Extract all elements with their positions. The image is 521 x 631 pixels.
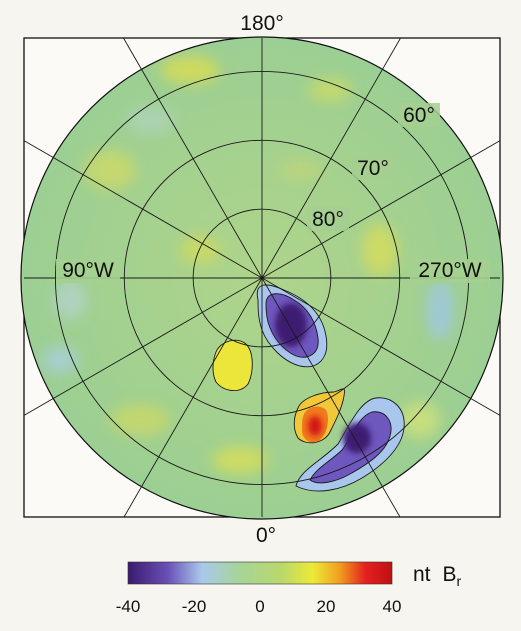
meridian-210: [123, 37, 263, 279]
colorbar-unit-subscript: r: [457, 573, 462, 589]
lon-label-right-bg: [410, 259, 490, 283]
meridian-240: [23, 140, 263, 279]
colorbar-tick-1: -20: [182, 597, 207, 616]
lat-label-60: 60°: [403, 104, 435, 127]
colorbar-tick-3: 20: [317, 597, 336, 616]
colorbar-tick-4: 40: [383, 597, 402, 616]
meridian-330: [123, 277, 263, 518]
meridian-30: [261, 277, 401, 518]
meridian-150: [261, 37, 401, 279]
colorbar-tick-0: -40: [116, 597, 141, 616]
meridian-60: [261, 277, 501, 416]
lat-label-80: 80°: [312, 208, 344, 231]
lon-label-left: 90°W: [62, 259, 114, 282]
field-texture: [42, 56, 454, 474]
graticule: [23, 37, 501, 518]
lat-labels: 60° 70° 80°: [307, 103, 440, 231]
meridian-300: [23, 277, 263, 416]
colorbar-ticks: -40 -20 0 20 40: [116, 597, 402, 616]
lat-label-70: 70°: [357, 157, 389, 180]
lon-label-right: 270°W: [418, 259, 481, 282]
colorbar-gradient: [127, 561, 393, 585]
colorbar-tick-2: 0: [255, 597, 264, 616]
anomaly-shapes: [212, 284, 405, 492]
colorbar-unit-symbol: B: [443, 563, 457, 586]
lon-label-top: 180°: [240, 12, 283, 35]
meridian-120: [261, 140, 501, 279]
lon-label-left-bg: [56, 259, 120, 283]
map-outer-circle: [20, 36, 504, 520]
colorbar: -40 -20 0 20 40 nt Br: [116, 561, 462, 616]
lon-label-bottom: 0°: [256, 524, 276, 547]
colorbar-unit-prefix: nt: [413, 563, 431, 586]
colorbar-unit: nt Br: [413, 563, 462, 589]
